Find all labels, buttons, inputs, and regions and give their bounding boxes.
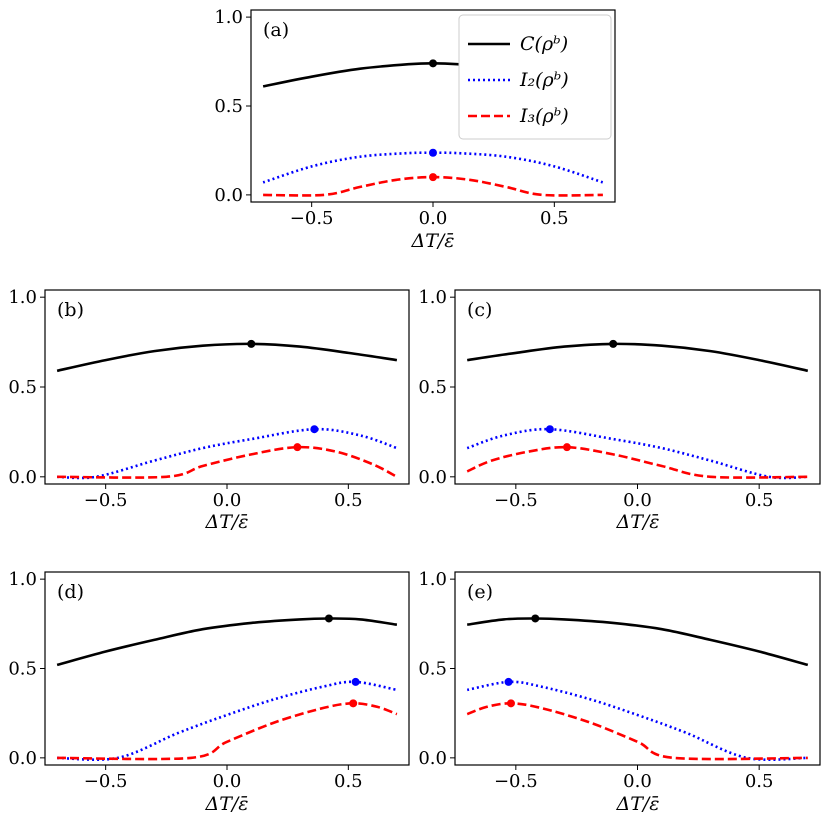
panel-d-xtick-label: 0.0 bbox=[213, 771, 242, 792]
panel-e-xtick-label: −0.5 bbox=[494, 771, 538, 792]
panel-d-series-i3-line bbox=[57, 701, 398, 761]
panel-a-series-i2-line bbox=[262, 151, 604, 184]
panel-d-y-ticks: 0.0 0.5 1.0 bbox=[8, 569, 45, 769]
legend-label-i2: I₂(ρᵇ) bbox=[519, 69, 569, 91]
panel-b-series-i3-line bbox=[57, 445, 398, 479]
panel-e-ytick-label: 1.0 bbox=[418, 569, 447, 590]
panel-d: 0.0 0.5 1.0 −0.5 0.0 0.5 (d) ΔT/ε̄ bbox=[8, 569, 410, 815]
legend: C(ρᵇ) I₂(ρᵇ) I₃(ρᵇ) bbox=[458, 14, 612, 140]
panel-b-ytick-label: 1.0 bbox=[8, 287, 37, 308]
panel-e-xtick-label: 0.0 bbox=[623, 771, 652, 792]
panel-a-xlabel: ΔT/ε̄ bbox=[411, 230, 455, 252]
panel-e-y-ticks: 0.0 0.5 1.0 bbox=[418, 569, 455, 769]
panel-d-frame bbox=[44, 571, 410, 766]
panel-a-series-i3-max-point bbox=[429, 173, 437, 182]
panel-d-x-ticks: −0.5 0.0 0.5 bbox=[84, 765, 363, 792]
legend-box bbox=[458, 14, 612, 140]
legend-label-c: C(ρᵇ) bbox=[520, 33, 568, 55]
panel-c-series bbox=[466, 339, 809, 480]
panel-b-series-c-line bbox=[56, 342, 398, 373]
panel-b-xlabel: ΔT/ε̄ bbox=[205, 511, 249, 533]
panel-d-xtick-label: 0.5 bbox=[334, 771, 363, 792]
panel-e-ytick-label: 0.0 bbox=[418, 748, 447, 769]
panel-a-xtick-label: 0.5 bbox=[540, 208, 569, 229]
panel-c-x-ticks: −0.5 0.0 0.5 bbox=[494, 484, 774, 511]
panel-b-xtick-label: 0.0 bbox=[213, 490, 242, 511]
panel-a-ytick-label: 0.5 bbox=[214, 96, 243, 117]
panel-c-ytick-label: 0.0 bbox=[418, 467, 447, 488]
panel-a: 0.0 0.5 1.0 −0.5 0.0 0.5 (a) ΔT/ε̄ C(ρᵇ) I₂(… bbox=[214, 7, 616, 252]
panel-d-series-c-max-point bbox=[324, 614, 333, 623]
panel-c-series-c-line bbox=[467, 342, 809, 373]
panel-d-ytick-label: 1.0 bbox=[8, 569, 37, 590]
panel-e-x-ticks: −0.5 0.0 0.5 bbox=[494, 765, 774, 792]
panel-c-y-ticks: 0.0 0.5 1.0 bbox=[418, 287, 455, 488]
panel-b-y-ticks: 0.0 0.5 1.0 bbox=[8, 287, 45, 488]
panel-a-series-c-max-point bbox=[429, 59, 437, 68]
panel-b-ytick-label: 0.0 bbox=[8, 467, 37, 488]
panel-a-x-ticks: −0.5 0.0 0.5 bbox=[290, 202, 569, 229]
panel-c-xtick-label: 0.0 bbox=[623, 490, 652, 511]
panel-a-label: (a) bbox=[263, 19, 289, 41]
panel-c-series-c-max-point bbox=[609, 339, 618, 348]
panel-e-series-i2-line bbox=[466, 680, 808, 762]
panel-b-xtick-label: −0.5 bbox=[84, 490, 128, 511]
panel-b-frame bbox=[44, 289, 410, 485]
legend-label-i3: I₃(ρᵇ) bbox=[519, 105, 569, 127]
panel-c: 0.0 0.5 1.0 −0.5 0.0 0.5 (c) ΔT/ε̄ bbox=[418, 287, 821, 533]
panel-d-ytick-label: 0.0 bbox=[8, 748, 37, 769]
panel-c-ytick-label: 1.0 bbox=[418, 287, 447, 308]
panel-b-series bbox=[56, 339, 398, 480]
panel-a-ytick-label: 0.0 bbox=[214, 185, 243, 206]
panel-e-series-i3-max-point bbox=[506, 699, 515, 708]
panel-d-xlabel: ΔT/ε̄ bbox=[205, 793, 249, 815]
panel-e-series-i2-max-point bbox=[504, 677, 513, 686]
panel-b: 0.0 0.5 1.0 −0.5 0.0 0.5 (b) ΔT/ε̄ bbox=[8, 287, 410, 533]
panel-c-xlabel: ΔT/ε̄ bbox=[616, 511, 660, 533]
panel-e-series-c-line bbox=[467, 617, 809, 667]
panel-d-label: (d) bbox=[57, 581, 84, 603]
panel-a-xtick-label: −0.5 bbox=[290, 208, 334, 229]
panel-c-label: (c) bbox=[467, 299, 492, 321]
panel-b-series-i3-max-point bbox=[293, 443, 302, 452]
panel-d-series bbox=[56, 614, 398, 762]
panel-b-series-i2-line bbox=[57, 427, 398, 480]
panel-e-series bbox=[466, 614, 809, 762]
panel-e-frame bbox=[454, 571, 821, 766]
panel-d-xtick-label: −0.5 bbox=[84, 771, 128, 792]
panel-d-series-i2-max-point bbox=[351, 677, 360, 686]
panel-c-series-i2-max-point bbox=[545, 425, 554, 434]
panel-e: 0.0 0.5 1.0 −0.5 0.0 0.5 (e) ΔT/ε̄ bbox=[418, 569, 821, 815]
panel-e-xtick-label: 0.5 bbox=[745, 771, 774, 792]
panel-d-series-i2-line bbox=[57, 680, 398, 762]
panel-a-y-ticks: 0.0 0.5 1.0 bbox=[214, 7, 251, 206]
panel-e-xlabel: ΔT/ε̄ bbox=[616, 793, 660, 815]
panel-b-series-c-max-point bbox=[247, 339, 256, 348]
panel-d-series-i3-max-point bbox=[349, 699, 358, 708]
panel-d-series-c-line bbox=[56, 617, 398, 667]
panel-c-series-i3-line bbox=[466, 445, 808, 479]
panel-e-series-c-max-point bbox=[531, 614, 540, 623]
panel-a-xtick-label: 0.0 bbox=[419, 208, 448, 229]
panel-a-series-i2-max-point bbox=[429, 148, 437, 157]
panel-b-series-i2-max-point bbox=[310, 425, 319, 434]
panel-b-ytick-label: 0.5 bbox=[8, 377, 37, 398]
panel-e-ytick-label: 0.5 bbox=[418, 659, 447, 680]
panel-b-xtick-label: 0.5 bbox=[334, 490, 363, 511]
panel-c-xtick-label: −0.5 bbox=[494, 490, 538, 511]
panel-d-ytick-label: 0.5 bbox=[8, 659, 37, 680]
panel-e-label: (e) bbox=[467, 581, 493, 603]
panel-c-series-i3-max-point bbox=[562, 443, 571, 452]
panel-e-series-i3-line bbox=[466, 701, 808, 761]
panel-b-x-ticks: −0.5 0.0 0.5 bbox=[84, 484, 363, 511]
panel-a-ytick-label: 1.0 bbox=[214, 7, 243, 28]
panel-b-label: (b) bbox=[57, 299, 84, 321]
panel-c-xtick-label: 0.5 bbox=[745, 490, 774, 511]
panel-c-ytick-label: 0.5 bbox=[418, 377, 447, 398]
